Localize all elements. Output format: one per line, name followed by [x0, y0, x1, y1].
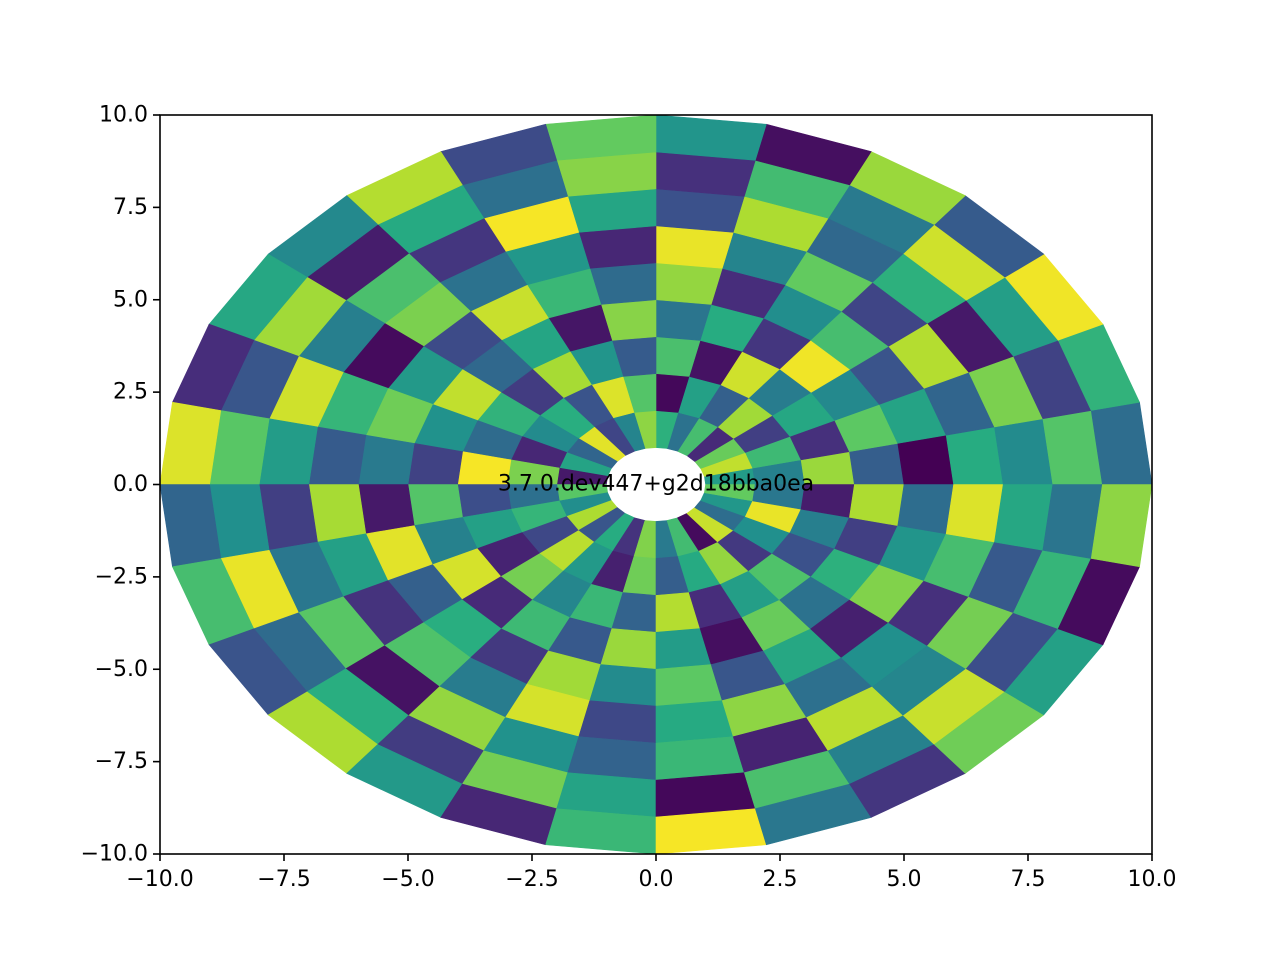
mesh-cell [655, 225, 734, 269]
x-tick-label: 7.5 [1011, 867, 1046, 892]
mesh-cell [945, 426, 1004, 485]
mesh-cell [1090, 484, 1152, 568]
mesh-cell [358, 434, 415, 485]
y-tick-label: −7.5 [95, 749, 148, 774]
y-tick-label: −10.0 [81, 842, 148, 867]
mesh-cell [897, 434, 954, 485]
mesh-cell [655, 700, 734, 744]
x-tick-label: −7.5 [257, 867, 310, 892]
axis-ticks: −10.0 −7.5 −5.0 −2.5 0.0 2.5 5.0 7.5 10.0 −10.0 −7… [81, 103, 1177, 893]
mesh-cell [545, 808, 657, 854]
x-tick-label: −5.0 [381, 867, 434, 892]
mesh-cell [308, 426, 367, 485]
y-tick-label: 7.5 [113, 195, 148, 220]
y-tick-label: 5.0 [113, 287, 148, 312]
x-tick-label: 5.0 [887, 867, 922, 892]
mesh-cell [160, 401, 222, 485]
x-tick-label: −2.5 [505, 867, 558, 892]
mesh-cell [578, 225, 657, 269]
mesh-cell [655, 664, 723, 707]
mesh-cell [655, 115, 767, 161]
x-tick-label: 2.5 [763, 867, 798, 892]
x-tick-label: −10.0 [126, 867, 193, 892]
y-tick-label: −2.5 [95, 564, 148, 589]
y-tick-label: 10.0 [99, 103, 148, 128]
mesh-cell [589, 262, 657, 305]
y-tick-label: 2.5 [113, 380, 148, 405]
y-tick-label: −5.0 [95, 657, 148, 682]
mesh-cell [897, 484, 954, 535]
y-tick-label: 0.0 [113, 472, 148, 497]
x-tick-label: 0.0 [639, 867, 674, 892]
x-tick-label: 10.0 [1128, 867, 1177, 892]
version-annotation: 3.7.0.dev447+g2d18bba0ea [498, 472, 814, 497]
mesh-cell [578, 700, 657, 744]
mesh-cells [160, 115, 1152, 854]
mesh-cell [945, 484, 1004, 543]
mesh-cell [655, 262, 723, 305]
mesh-cell [308, 484, 367, 543]
mesh-cell [358, 484, 415, 535]
mesh-cell [589, 664, 657, 707]
